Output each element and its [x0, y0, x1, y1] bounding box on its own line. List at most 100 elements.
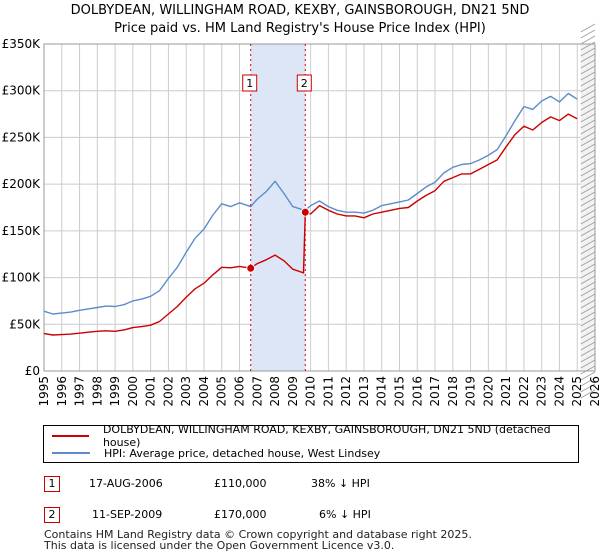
x-tick-label: 2023: [535, 376, 549, 407]
future-hatch-line: [580, 227, 596, 237]
future-hatch-line: [580, 311, 596, 321]
future-hatch-line: [580, 77, 596, 87]
future-hatch-line: [580, 71, 596, 81]
future-hatch-line: [580, 131, 596, 141]
future-hatch-line: [580, 185, 596, 195]
x-tick-label: 2003: [179, 376, 193, 407]
legend-swatch-hpi: [52, 452, 90, 454]
x-tick-label: 2006: [233, 376, 247, 407]
future-hatch-line: [580, 371, 596, 381]
x-tick-label: 2014: [375, 376, 389, 407]
future-hatch-line: [580, 269, 596, 279]
x-tick-label: 2015: [392, 376, 406, 407]
future-hatch-line: [580, 221, 596, 231]
y-tick-label: £350K: [2, 37, 42, 51]
sale-price: £110,000: [214, 477, 267, 490]
future-hatch-line: [580, 353, 596, 363]
future-hatch-line: [580, 347, 596, 357]
future-hatch-line: [580, 125, 596, 135]
future-hatch-line: [580, 293, 596, 303]
future-hatch-line: [580, 335, 596, 345]
future-hatch-line: [580, 281, 596, 291]
x-tick-label: 2021: [499, 376, 513, 407]
y-tick-label: £50K: [9, 317, 41, 331]
legend-label-hpi: HPI: Average price, detached house, West…: [104, 446, 381, 460]
future-hatch-line: [580, 35, 596, 45]
future-hatch-line: [580, 257, 596, 267]
future-hatch-line: [580, 233, 596, 243]
future-hatch-line: [580, 107, 596, 117]
x-tick-label: 2022: [517, 376, 531, 407]
future-hatch-line: [580, 359, 596, 369]
x-tick-label: 2002: [161, 376, 175, 407]
future-hatch-line: [580, 173, 596, 183]
future-hatch-line: [580, 341, 596, 351]
sale-date: 11-SEP-2009: [92, 508, 163, 521]
y-tick-label: £0: [25, 364, 40, 378]
x-tick-label: 2007: [250, 376, 264, 407]
x-tick-label: 2009: [286, 376, 300, 407]
future-hatch-line: [580, 251, 596, 261]
future-hatch-line: [580, 377, 596, 387]
future-hatch-line: [580, 161, 596, 171]
future-hatch-line: [580, 197, 596, 207]
x-tick-label: 2010: [304, 376, 318, 407]
future-hatch-line: [580, 317, 596, 327]
x-tick-label: 2025: [570, 376, 584, 407]
footer-attribution: Contains HM Land Registry data © Crown c…: [44, 529, 472, 551]
future-hatch-line: [580, 113, 596, 123]
sale-price: £170,000: [214, 508, 267, 521]
x-tick-label: 1997: [73, 376, 87, 407]
x-tick-label: 1995: [37, 376, 51, 407]
future-hatch-line: [580, 65, 596, 75]
future-hatch-line: [580, 275, 596, 285]
footer-line-1: Contains HM Land Registry data © Crown c…: [44, 528, 472, 541]
future-hatch-line: [580, 137, 596, 147]
y-tick-label: £150K: [2, 224, 42, 238]
x-tick-label: 2019: [464, 376, 478, 407]
plot-frame: [43, 43, 596, 372]
sale-marker-label: 1: [246, 77, 253, 90]
future-hatch-line: [580, 383, 596, 393]
future-hatch-line: [580, 215, 596, 225]
sale-hpi-diff: 38% ↓ HPI: [311, 477, 370, 490]
x-tick-label: 1998: [90, 376, 104, 407]
future-hatch-line: [580, 203, 596, 213]
hpi-line: [43, 92, 578, 315]
future-hatch-line: [580, 209, 596, 219]
x-tick-label: 1996: [55, 376, 69, 407]
x-tick-label: 2012: [339, 376, 353, 407]
future-hatch-line: [580, 365, 596, 375]
sale-row-2: 2 11-SEP-2009 £170,000 6% ↓ HPI: [0, 507, 600, 525]
x-tick-label: 2013: [357, 376, 371, 407]
future-hatch-line: [580, 167, 596, 177]
sale-hpi-diff: 6% ↓ HPI: [319, 508, 371, 521]
x-tick-label: 2018: [446, 376, 460, 407]
x-tick-label: 2005: [215, 376, 229, 407]
y-tick-label: £200K: [2, 177, 42, 191]
future-hatch-line: [580, 143, 596, 153]
sale-marker-box: [242, 74, 258, 92]
future-hatch-line: [580, 23, 596, 33]
x-tick-label: 2024: [552, 376, 566, 407]
x-tick-label: 2011: [321, 376, 335, 407]
future-hatch-line: [580, 305, 596, 315]
sale-marker-box: [296, 74, 312, 92]
future-hatch-line: [580, 101, 596, 111]
sale-date: 17-AUG-2006: [89, 477, 163, 490]
legend-item-hpi: HPI: Average price, detached house, West…: [52, 445, 380, 461]
legend-label-property: DOLBYDEAN, WILLINGHAM ROAD, KEXBY, GAINS…: [102, 423, 551, 449]
legend-item-property: DOLBYDEAN, WILLINGHAM ROAD, KEXBY, GAINS…: [52, 423, 578, 449]
future-hatch-line: [580, 263, 596, 273]
future-hatch-line: [580, 299, 596, 309]
x-tick-label: 1999: [108, 376, 122, 407]
x-tick-label: 2026: [588, 376, 600, 407]
sale-point: [300, 207, 310, 217]
future-hatch-line: [580, 41, 596, 51]
x-tick-label: 2000: [126, 376, 140, 407]
future-hatch-line: [580, 323, 596, 333]
sale-marker-label: 2: [301, 77, 308, 90]
x-tick-label: 2016: [410, 376, 424, 407]
future-hatch-line: [580, 179, 596, 189]
footer-line-2: This data is licensed under the Open Gov…: [44, 539, 395, 552]
